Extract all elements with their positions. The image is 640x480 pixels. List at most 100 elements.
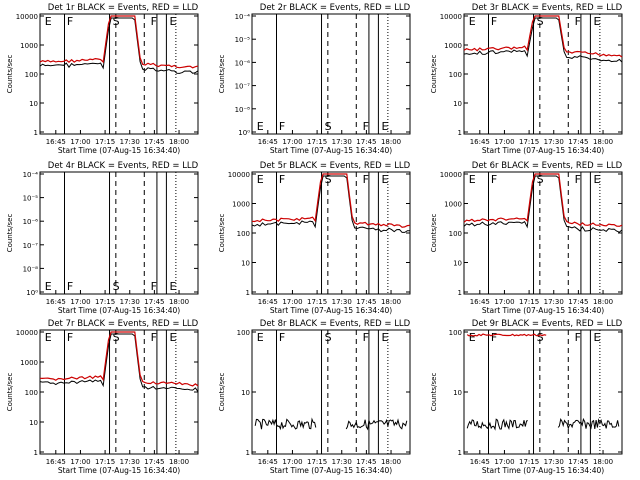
x-tick-label: 18:00 xyxy=(169,298,189,306)
lld-series-line xyxy=(463,173,623,227)
lld-series-line xyxy=(39,15,199,69)
y-tick-label: 10⁻⁸ xyxy=(23,265,39,273)
x-tick-label: 17:00 xyxy=(494,138,514,146)
x-axis-label: Start Time (07-Aug-15 16:34:40) xyxy=(58,306,180,315)
x-axis-label: Start Time (07-Aug-15 16:34:40) xyxy=(482,146,604,155)
plot-frame xyxy=(251,13,411,135)
x-tick-label: 18:00 xyxy=(381,138,401,146)
y-tick-label: 10 xyxy=(453,260,462,268)
y-tick-label: 100 xyxy=(25,71,38,79)
y-tick-label: 10⁻⁵ xyxy=(235,36,251,44)
x-tick-label: 17:45 xyxy=(144,138,164,146)
y-tick-label: 10 xyxy=(453,389,462,397)
x-tick-label: 17:30 xyxy=(120,138,140,146)
event-letter: S xyxy=(113,15,120,28)
y-axis-label: Counts/sec xyxy=(430,373,438,412)
x-tick-label: 17:30 xyxy=(120,458,140,466)
y-tick-label: 10000 xyxy=(228,171,250,179)
lld-series-line xyxy=(463,15,623,58)
y-tick-label: 1000 xyxy=(20,42,38,50)
event-letter: E xyxy=(594,15,601,28)
y-tick-label: 1000 xyxy=(444,42,462,50)
panel-title: Det 7r BLACK = Events, RED = LLD xyxy=(48,319,199,329)
x-tick-label: 17:45 xyxy=(568,298,588,306)
event-letter: F xyxy=(575,331,581,344)
x-tick-label: 17:15 xyxy=(95,458,115,466)
events-series-line xyxy=(251,175,410,233)
x-tick-label: 17:45 xyxy=(568,138,588,146)
y-tick-label: 10 xyxy=(241,389,250,397)
event-letter: F xyxy=(575,173,581,186)
x-tick-label: 17:15 xyxy=(519,458,539,466)
x-tick-label: 18:00 xyxy=(593,298,613,306)
event-letter: E xyxy=(257,173,264,186)
x-tick-label: 17:15 xyxy=(519,298,539,306)
event-letter: F xyxy=(363,120,369,133)
x-axis-label: Start Time (07-Aug-15 16:34:40) xyxy=(482,306,604,315)
chart-panel-1: Det 1r BLACK = Events, RED = LLD Counts/s… xyxy=(6,3,199,155)
event-letter: F xyxy=(279,173,285,186)
x-tick-label: 17:15 xyxy=(95,298,115,306)
x-tick-label: 16:45 xyxy=(258,298,278,306)
event-letter: E xyxy=(170,15,177,28)
event-letter: S xyxy=(113,331,120,344)
event-letter: S xyxy=(537,331,544,344)
chart-panel-7: Det 7r BLACK = Events, RED = LLD Counts/s… xyxy=(6,319,199,475)
y-tick-label: 10⁻⁴ xyxy=(235,13,251,21)
event-letter: E xyxy=(170,280,177,293)
y-axis-label: Counts/sec xyxy=(6,373,14,412)
x-tick-label: 17:45 xyxy=(356,298,376,306)
x-tick-label: 16:45 xyxy=(258,458,278,466)
x-tick-label: 17:15 xyxy=(307,298,327,306)
y-axis-label: Counts/sec xyxy=(6,214,14,253)
events-series-line xyxy=(557,417,620,430)
lld-series-line xyxy=(39,331,199,387)
y-tick-label: 100 xyxy=(449,71,462,79)
y-tick-label: 100 xyxy=(449,230,462,238)
y-tick-label: 10⁻⁵ xyxy=(23,195,39,203)
event-letter: E xyxy=(382,173,389,186)
y-tick-label: 10⁻⁷ xyxy=(235,83,251,91)
x-tick-label: 18:00 xyxy=(381,298,401,306)
y-tick-label: 10 xyxy=(29,419,38,427)
y-tick-label: 1000 xyxy=(232,201,250,209)
x-axis-label: Start Time (07-Aug-15 16:34:40) xyxy=(270,146,392,155)
x-tick-label: 16:45 xyxy=(46,138,66,146)
events-series-line xyxy=(466,418,528,431)
x-tick-label: 17:30 xyxy=(544,458,564,466)
x-tick-label: 17:00 xyxy=(494,298,514,306)
x-axis-label: Start Time (07-Aug-15 16:34:40) xyxy=(482,466,604,475)
x-tick-label: 17:45 xyxy=(356,138,376,146)
event-letter: E xyxy=(594,331,601,344)
x-tick-label: 17:00 xyxy=(70,138,90,146)
event-letter: S xyxy=(537,15,544,28)
panel-title: Det 4r BLACK = Events, RED = LLD xyxy=(48,161,199,171)
x-tick-label: 16:45 xyxy=(470,138,490,146)
event-letter: S xyxy=(113,280,120,293)
y-tick-label: 1000 xyxy=(444,201,462,209)
panel-title: Det 8r BLACK = Events, RED = LLD xyxy=(260,319,411,329)
y-axis-label: Counts/sec xyxy=(430,55,438,94)
x-tick-label: 16:45 xyxy=(46,298,66,306)
x-tick-label: 17:15 xyxy=(307,458,327,466)
y-tick-label: 10 xyxy=(453,100,462,108)
x-tick-label: 17:15 xyxy=(307,138,327,146)
event-letter: E xyxy=(469,173,476,186)
plot-frame xyxy=(251,171,411,295)
x-tick-label: 17:00 xyxy=(282,298,302,306)
event-letter: F xyxy=(491,15,497,28)
panel-title: Det 5r BLACK = Events, RED = LLD xyxy=(260,161,411,171)
x-axis-label: Start Time (07-Aug-15 16:34:40) xyxy=(270,306,392,315)
y-tick-label: 10⁻⁶ xyxy=(23,218,39,226)
event-letter: F xyxy=(67,15,73,28)
plot-frame xyxy=(463,13,623,135)
event-letter: S xyxy=(325,331,332,344)
x-tick-label: 17:00 xyxy=(282,138,302,146)
x-tick-label: 18:00 xyxy=(593,458,613,466)
plot-frame xyxy=(463,329,623,455)
y-tick-label: 10⁻⁸ xyxy=(235,106,251,114)
x-tick-label: 17:30 xyxy=(332,458,352,466)
event-letter: S xyxy=(537,173,544,186)
event-letter: F xyxy=(151,331,157,344)
